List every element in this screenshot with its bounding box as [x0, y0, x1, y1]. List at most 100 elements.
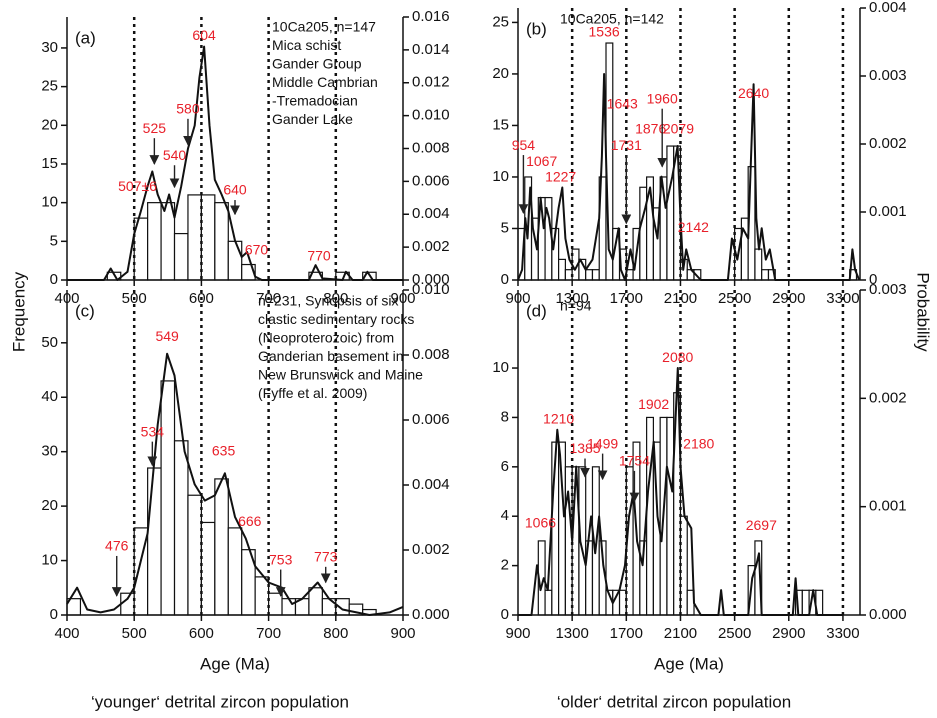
y-tick-label: 5	[50, 232, 58, 249]
peak-label: 2142	[678, 219, 709, 235]
peak-label: 540	[163, 147, 187, 163]
text-box-line: Middle Cambrian	[272, 74, 378, 90]
y2-tick-label: 0.010	[412, 281, 450, 298]
bar	[214, 478, 229, 616]
y2-tick-label: 0.002	[412, 541, 450, 558]
x-tick-label: 600	[189, 625, 214, 642]
y2-tick-label: 0.002	[869, 135, 907, 152]
bar	[200, 194, 216, 281]
panel-label: (c)	[75, 301, 95, 320]
y-tick-label: 5	[501, 219, 509, 236]
y-tick-label: 6	[501, 458, 509, 475]
x-tick-label: 2100	[664, 625, 697, 642]
peak-label: 640	[223, 182, 247, 198]
bar	[120, 592, 135, 616]
y-tick-label: 20	[41, 497, 58, 514]
y-tick-label: 8	[501, 408, 509, 425]
peak-label: 525	[143, 120, 167, 136]
text-box-line: New Brunswick and Maine	[258, 367, 423, 383]
y-tick-label: 20	[41, 116, 58, 133]
text-box-line: clastic sedimentary rocks	[258, 311, 414, 327]
y-tick-label: 50	[41, 334, 58, 351]
bar	[214, 202, 229, 281]
panel-label: (d)	[526, 301, 547, 320]
y2-tick-label: 0.006	[412, 172, 450, 189]
bar	[173, 232, 189, 281]
peak-label: 770	[307, 247, 331, 263]
bar	[801, 589, 810, 616]
peak-label: 580	[176, 101, 200, 117]
peak-label: 635	[212, 442, 236, 458]
bar	[227, 240, 243, 281]
bar	[558, 258, 566, 281]
bar	[160, 380, 176, 616]
y2-tick-label: 0.000	[869, 606, 907, 623]
y2-tick-label: 0	[869, 271, 877, 288]
text-box-line: n=231, Synopsis of six	[258, 293, 398, 309]
y-tick-label: 30	[41, 443, 58, 460]
bar	[585, 269, 594, 281]
x-tick-label: 900	[505, 625, 530, 642]
x-tick-label: 800	[323, 625, 348, 642]
peak-label: 1754	[619, 453, 650, 469]
bar	[227, 527, 243, 616]
peak-label: 1902	[638, 396, 669, 412]
bar	[147, 202, 162, 281]
probability-curve	[517, 73, 861, 281]
text-box-line: 10Ca205, n=142	[560, 11, 664, 27]
y2-tick-label: 0.008	[412, 139, 450, 156]
peak-label: 1067	[526, 153, 557, 169]
y2-tick-label: 0.010	[412, 107, 450, 124]
x-tick-label: 700	[256, 625, 281, 642]
x-tick-label: 400	[54, 625, 79, 642]
text-box-line: Ganderian basement in	[258, 348, 404, 364]
y2-axis-label: Probability	[914, 272, 933, 352]
bar	[173, 440, 189, 616]
y-tick-label: 0	[50, 271, 58, 288]
y2-tick-label: 0.000	[412, 271, 450, 288]
y2-tick-label: 0.003	[869, 281, 907, 298]
bar	[761, 269, 770, 281]
bar	[160, 202, 176, 281]
probability-curve	[518, 367, 843, 616]
peak-label: 1876	[635, 120, 666, 136]
x-tick-label: 3300	[826, 625, 859, 642]
probability-curve	[66, 352, 404, 616]
bar	[558, 441, 566, 616]
bar	[639, 186, 648, 281]
peak-label: 1210	[543, 411, 574, 427]
peak-label: 534	[141, 423, 165, 439]
x-tick-label: 1700	[610, 625, 643, 642]
peak-label: 549	[155, 328, 179, 344]
bar	[268, 592, 283, 616]
y-tick-label: 10	[41, 194, 58, 211]
peak-label: 1227	[545, 169, 576, 185]
y-tick-label: 15	[492, 116, 509, 133]
peak-label: 670	[245, 241, 269, 257]
text-box-line: n=94	[560, 298, 592, 314]
y-tick-label: 10	[492, 168, 509, 185]
peak-label: 773	[314, 549, 338, 565]
x-tick-label: 2900	[772, 625, 805, 642]
peak-label: 1066	[525, 514, 556, 530]
y-tick-label: 4	[501, 507, 509, 524]
peak-label: 2180	[683, 435, 714, 451]
bar	[666, 416, 675, 616]
text-box-line: Gander Lake	[272, 111, 353, 127]
y-tick-label: 0	[501, 606, 509, 623]
y2-tick-label: 0.003	[869, 67, 907, 84]
bar	[618, 589, 627, 616]
peak-label: 954	[512, 137, 536, 153]
peak-label: 1731	[611, 137, 642, 153]
peak-label: 1643	[607, 96, 638, 112]
peak-label: 604	[192, 27, 216, 43]
bar	[254, 576, 270, 616]
y-tick-label: 40	[41, 388, 58, 405]
bar	[544, 589, 553, 616]
y-tick-label: 0	[501, 271, 509, 288]
bar	[187, 494, 203, 616]
bar	[321, 598, 337, 616]
y-axis-label: Frequency	[9, 271, 28, 352]
y2-tick-label: 0.008	[412, 346, 450, 363]
